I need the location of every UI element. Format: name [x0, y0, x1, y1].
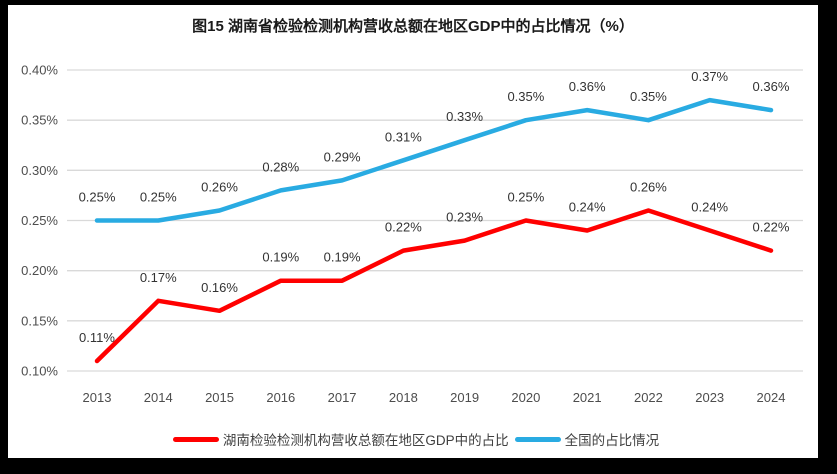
legend-swatch-red-line-icon: [172, 436, 219, 442]
x-tick-label: 2013: [83, 390, 112, 405]
x-tick-label: 2020: [511, 390, 540, 405]
data-label: 0.11%: [79, 330, 115, 345]
data-label: 0.16%: [201, 280, 238, 295]
x-tick-label: 2023: [695, 390, 724, 405]
legend-label-national: 全国的占比情况: [564, 433, 660, 448]
data-label: 0.24%: [691, 200, 728, 215]
legend-swatch-blue-line-icon: [514, 436, 561, 442]
data-label: 0.31%: [385, 129, 422, 144]
data-label: 0.24%: [569, 200, 606, 215]
data-label: 0.26%: [630, 179, 667, 194]
x-tick-label: 2016: [266, 390, 295, 405]
data-label: 0.22%: [385, 220, 422, 235]
x-tick-label: 2022: [634, 390, 663, 405]
data-label: 0.33%: [446, 109, 483, 124]
x-tick-label: 2014: [144, 390, 173, 405]
series-line-0: [94, 208, 774, 364]
series-line-1: [94, 97, 774, 223]
data-label: 0.37%: [691, 69, 728, 84]
data-label: 0.36%: [569, 79, 606, 94]
legend-item-national: 全国的占比情况: [509, 429, 660, 449]
x-tick-label: 2021: [573, 390, 602, 405]
data-label: 0.28%: [262, 159, 299, 174]
chart-legend: 湖南检验检测机构营收总额在地区GDP中的占比 全国的占比情况: [8, 429, 818, 449]
data-label: 0.25%: [507, 190, 544, 205]
data-label: 0.29%: [324, 149, 361, 164]
y-tick-label: 0.10%: [21, 364, 58, 379]
data-label: 0.17%: [140, 270, 177, 285]
x-tick-label: 2024: [757, 390, 786, 405]
x-tick-label: 2017: [328, 390, 357, 405]
y-tick-label: 0.40%: [21, 63, 58, 78]
line-chart-plot-area: 0.10% 0.15% 0.20% 0.25% 0.30% 0.35% 0.40% 2013 2…: [21, 63, 803, 405]
y-tick-label: 0.25%: [21, 213, 58, 228]
data-label: 0.35%: [507, 89, 544, 104]
data-label: 0.26%: [201, 179, 238, 194]
data-label: 0.19%: [324, 250, 361, 265]
y-tick-label: 0.30%: [21, 163, 58, 178]
legend-item-hunan: 湖南检验检测机构营收总额在地区GDP中的占比: [167, 429, 509, 449]
chart-page: 图15 湖南省检验检测机构营收总额在地区GDP中的占比情况（%） 0.10% 0.…: [8, 5, 818, 458]
x-tick-label: 2019: [450, 390, 479, 405]
data-label: 0.36%: [753, 79, 790, 94]
chart-title: 图15 湖南省检验检测机构营收总额在地区GDP中的占比情况（%）: [192, 18, 634, 35]
data-label: 0.19%: [262, 250, 299, 265]
legend-label-hunan: 湖南检验检测机构营收总额在地区GDP中的占比: [222, 433, 509, 448]
y-tick-label: 0.15%: [21, 313, 58, 328]
x-tick-label: 2018: [389, 390, 418, 405]
data-label: 0.25%: [79, 190, 116, 205]
data-label: 0.22%: [753, 220, 790, 235]
data-label: 0.35%: [630, 89, 667, 104]
data-label: 0.25%: [140, 190, 177, 205]
y-tick-label: 0.20%: [21, 263, 58, 278]
x-tick-label: 2015: [205, 390, 234, 405]
y-tick-label: 0.35%: [21, 113, 58, 128]
data-label: 0.23%: [446, 210, 483, 225]
